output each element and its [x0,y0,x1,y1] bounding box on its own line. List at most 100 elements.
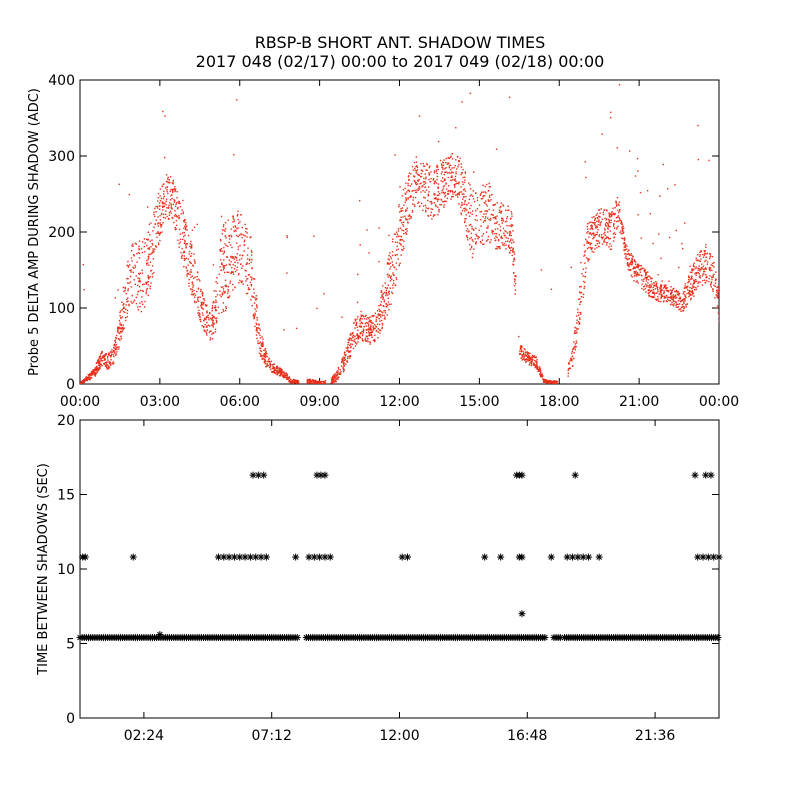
data-point [454,178,456,180]
data-point [215,281,217,283]
data-point [447,176,449,179]
data-point [284,376,287,378]
data-point [84,378,87,381]
data-point [278,375,281,377]
data-point [266,355,268,358]
data-point [604,234,606,236]
data-point [691,268,693,270]
data-point [308,380,311,383]
data-point [377,313,380,315]
data-point [502,244,504,246]
data-point [452,196,454,198]
data-point [192,284,195,287]
data-point [590,233,592,235]
data-point [237,248,239,251]
data-point [440,180,442,182]
data-point [569,367,571,370]
data-point [336,371,338,373]
data-point [288,379,290,381]
data-point [484,185,486,188]
data-point [511,239,514,241]
data-point [374,324,376,326]
data-point [159,223,162,226]
data-point [151,239,153,241]
data-point [676,293,679,296]
data-point [91,371,94,373]
data-point [400,216,402,218]
data-point [229,244,232,246]
data-point [608,212,610,214]
data-point [219,238,222,241]
data-point [110,351,112,353]
data-point [547,380,549,382]
data-point [378,308,380,311]
data-point [435,197,437,199]
data-point [386,262,389,264]
data-point [224,230,226,232]
data-point [628,252,630,255]
data-point [509,239,512,242]
data-point [408,214,411,216]
data-point [388,309,390,311]
data-point [595,239,598,242]
data-point [251,304,253,307]
data-point [614,233,617,235]
data-point [528,359,530,361]
data-point [260,354,263,357]
data-point [427,195,430,197]
data-point [264,356,267,359]
x-tick-label: 03:00 [140,394,180,410]
data-point [350,339,353,341]
data-point [233,230,235,233]
data-point [406,230,408,232]
data-point [535,361,537,363]
data-point [525,361,527,363]
data-point [607,228,609,230]
data-point [188,278,190,281]
data-point [185,246,187,248]
data-point [424,204,427,207]
data-point [161,201,164,203]
data-point [360,315,363,318]
data-point [483,213,485,215]
data-point [148,264,150,266]
data-point [695,280,698,283]
data-point [100,353,102,355]
data-point [115,344,117,346]
data-point [586,247,589,250]
data-point [692,265,695,267]
data-point [431,202,433,204]
data-point [398,242,401,244]
data-point [138,240,141,242]
data-point [655,292,657,294]
data-point [605,222,608,224]
data-point [152,230,154,232]
data-point [238,273,240,275]
data-point [232,263,234,266]
data-point [286,377,288,379]
data-point [419,183,421,185]
data-point [124,319,127,322]
data-point [579,318,581,321]
data-point [577,328,579,330]
data-point [540,374,543,376]
data-point [150,252,153,255]
data-point [704,250,706,252]
data-point [184,241,186,243]
data-point [672,305,675,307]
data-point [385,303,388,306]
data-point [312,380,315,382]
data-point [124,287,126,290]
data-point [298,382,300,384]
data-point [190,262,192,264]
data-point [370,325,372,328]
data-point [716,296,718,298]
data-point [149,253,151,256]
data-point [347,350,349,352]
data-point [412,196,415,199]
data-point [371,336,373,339]
data-point [369,332,372,334]
data-point [571,350,573,353]
data-point [608,215,611,217]
data-point [640,265,642,267]
